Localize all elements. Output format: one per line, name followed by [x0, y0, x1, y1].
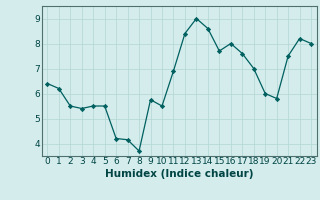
X-axis label: Humidex (Indice chaleur): Humidex (Indice chaleur): [105, 169, 253, 179]
